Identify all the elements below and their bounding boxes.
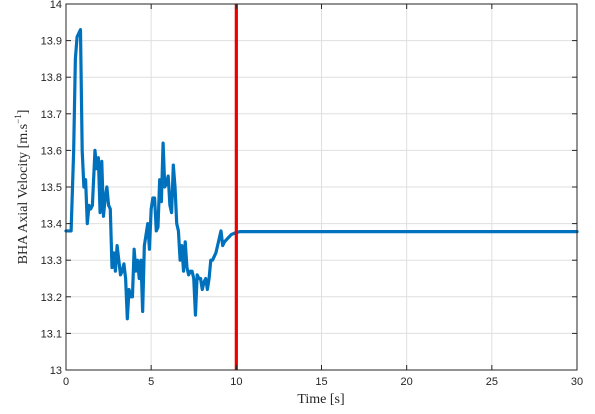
x-tick-label: 15 xyxy=(315,376,327,388)
x-tick-labels: 0 5 10 15 20 25 30 xyxy=(63,376,583,388)
y-tick-label: 13.2 xyxy=(41,292,62,304)
y-tick-label: 13.7 xyxy=(41,109,62,121)
y-tick-label: 13.9 xyxy=(41,36,62,48)
y-tick-label: 13.1 xyxy=(41,328,62,340)
x-tick-label: 30 xyxy=(571,376,583,388)
x-tick-label: 25 xyxy=(486,376,498,388)
grid xyxy=(65,3,578,371)
x-axis-label: Time [s] xyxy=(297,392,344,407)
y-tick-labels: 13 13.1 13.2 13.3 13.4 13.5 13.6 13.7 13.8 13.9 14 xyxy=(41,0,62,377)
y-tick-label: 13.5 xyxy=(41,182,62,194)
tick-marks xyxy=(65,3,578,371)
series-line xyxy=(64,28,579,321)
y-tick-label: 14 xyxy=(50,0,62,11)
y-tick-label: 13 xyxy=(50,365,62,377)
x-tick-label: 10 xyxy=(230,376,242,388)
y-axis-label: BHA Axial Velocity [m.s−1] xyxy=(13,110,31,265)
x-tick-label: 5 xyxy=(148,376,154,388)
y-tick-label: 13.8 xyxy=(41,72,62,84)
x-tick-label: 20 xyxy=(401,376,413,388)
x-tick-label: 0 xyxy=(63,376,69,388)
y-tick-label: 13.4 xyxy=(41,219,62,231)
y-tick-label: 13.6 xyxy=(41,145,62,157)
y-tick-label: 13.3 xyxy=(41,255,62,267)
